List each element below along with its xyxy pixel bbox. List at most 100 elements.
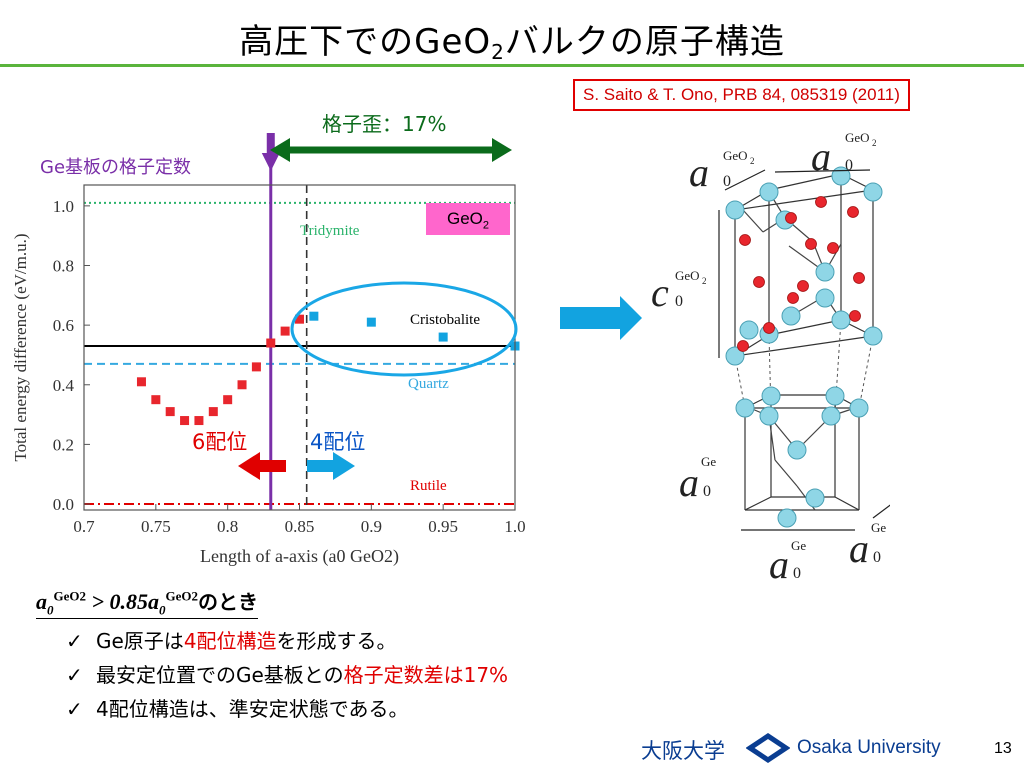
o-atom bbox=[853, 272, 865, 284]
svg-text:GeO: GeO bbox=[723, 148, 748, 163]
x-axis-label: Length of a-axis (a0 GeO2) bbox=[200, 546, 399, 567]
data-point bbox=[251, 362, 261, 372]
reference-label: Quartz bbox=[408, 376, 449, 392]
data-point bbox=[280, 326, 290, 336]
title-divider bbox=[0, 64, 1024, 67]
geo2-legend-label: GeO2 bbox=[426, 203, 510, 235]
svg-text:Ge: Ge bbox=[701, 454, 716, 469]
ge-atom bbox=[805, 488, 825, 508]
a0-ge-label-right: a Ge 0 bbox=[849, 520, 886, 571]
svg-text:0: 0 bbox=[723, 173, 731, 190]
a0-ge-label-left: a Ge 0 bbox=[679, 454, 716, 505]
reference-label: Cristobalite bbox=[410, 312, 480, 328]
ge-atom bbox=[821, 406, 841, 426]
o-atom bbox=[847, 206, 859, 218]
svg-text:0: 0 bbox=[845, 157, 853, 174]
ge-atom bbox=[831, 166, 851, 186]
o-atom bbox=[815, 196, 827, 208]
cell-edge bbox=[768, 319, 842, 336]
ge-atom bbox=[725, 200, 745, 220]
ge-atom bbox=[761, 386, 781, 406]
four-fold-arrow bbox=[307, 452, 355, 480]
ge-atom bbox=[863, 326, 883, 346]
o-atom bbox=[805, 238, 817, 250]
svg-text:2: 2 bbox=[872, 138, 877, 148]
university-name-en: Osaka University bbox=[797, 737, 941, 758]
cell-edge bbox=[734, 189, 874, 211]
check-icon: ✓ bbox=[66, 697, 83, 721]
svg-text:0: 0 bbox=[793, 565, 801, 582]
substrate-marker-stem bbox=[266, 133, 275, 155]
ge-atom bbox=[725, 346, 745, 366]
data-point bbox=[151, 395, 161, 405]
svg-text:0: 0 bbox=[675, 293, 683, 310]
cell-edge bbox=[768, 173, 842, 191]
svg-text:a: a bbox=[769, 542, 789, 587]
list-item: ✓ 4配位構造は、準安定状態である。 bbox=[66, 692, 508, 726]
page-number: 13 bbox=[994, 740, 1012, 757]
x-tick-label: 0.8 bbox=[217, 517, 238, 536]
x-tick-label: 0.95 bbox=[428, 517, 458, 536]
y-tick-label: 0.4 bbox=[53, 376, 75, 395]
bond bbox=[742, 209, 764, 233]
energy-chart: Tridymite Cristobalite Quartz Rutile 0.7 0.7… bbox=[11, 133, 526, 567]
strain-arrow bbox=[270, 138, 512, 162]
ge-atom bbox=[787, 440, 807, 460]
svg-text:0: 0 bbox=[703, 483, 711, 500]
ge-atom bbox=[825, 386, 845, 406]
data-point bbox=[295, 314, 304, 324]
list-item: ✓ Ge原子は4配位構造を形成する。 bbox=[66, 624, 508, 658]
svg-text:Ge: Ge bbox=[791, 538, 806, 553]
strain-label: 格子歪：17% bbox=[322, 112, 447, 136]
data-point bbox=[237, 380, 247, 390]
svg-text:a: a bbox=[849, 526, 869, 571]
svg-text:2: 2 bbox=[750, 156, 755, 166]
ge-atom bbox=[849, 398, 869, 418]
a0-geo2-label-right: a GeO 2 0 bbox=[811, 130, 877, 179]
c0-geo2-label: c GeO 2 0 bbox=[651, 268, 707, 315]
condition-statement: a0GeO2 > 0.85a0GeO2のとき bbox=[36, 586, 259, 620]
data-point bbox=[438, 332, 448, 342]
reference-label: Tridymite bbox=[300, 223, 360, 239]
x-tick-label: 0.85 bbox=[285, 517, 315, 536]
four-fold-label: 4配位 bbox=[310, 430, 366, 454]
data-point bbox=[266, 338, 276, 348]
data-point bbox=[223, 395, 233, 405]
cell-connector bbox=[858, 335, 874, 409]
ge-atom bbox=[759, 406, 779, 426]
data-point bbox=[366, 317, 376, 327]
ge-atom bbox=[863, 182, 883, 202]
o-atom bbox=[753, 276, 765, 288]
y-tick-label: 0.2 bbox=[53, 435, 74, 454]
dimension-line bbox=[724, 169, 766, 191]
data-point bbox=[180, 416, 190, 426]
cell-connector bbox=[768, 334, 772, 413]
ge-atom bbox=[759, 182, 779, 202]
structure-arrow-head bbox=[560, 296, 642, 340]
ge-atom bbox=[815, 288, 835, 308]
ge-atom bbox=[781, 306, 801, 326]
ge-atom bbox=[735, 398, 755, 418]
university-name-jp: 大阪大学 bbox=[641, 739, 725, 763]
university-logo-icon bbox=[746, 733, 790, 763]
list-item: ✓ 最安定位置でのGe基板との格子定数差は17% bbox=[66, 658, 508, 692]
svg-text:c: c bbox=[651, 270, 669, 315]
data-point bbox=[208, 407, 218, 417]
svg-text:a: a bbox=[679, 460, 699, 505]
svg-text:a: a bbox=[811, 134, 831, 179]
data-point bbox=[136, 377, 146, 387]
cell-edge bbox=[744, 496, 772, 511]
citation-box: S. Saito & T. Ono, PRB 84, 085319 (2011) bbox=[573, 79, 910, 111]
o-atom bbox=[827, 242, 839, 254]
ge-atom bbox=[831, 310, 851, 330]
y-tick-label: 1.0 bbox=[53, 197, 74, 216]
svg-text:Ge: Ge bbox=[871, 520, 886, 535]
substrate-marker-icon bbox=[261, 153, 280, 171]
substrate-lattice-label: Ge基板の格子定数 bbox=[40, 157, 192, 178]
svg-text:2: 2 bbox=[702, 276, 707, 286]
check-icon: ✓ bbox=[66, 663, 83, 687]
cell-edge bbox=[734, 335, 874, 357]
check-icon: ✓ bbox=[66, 629, 83, 653]
data-point bbox=[165, 407, 175, 417]
six-fold-arrow bbox=[238, 452, 286, 480]
